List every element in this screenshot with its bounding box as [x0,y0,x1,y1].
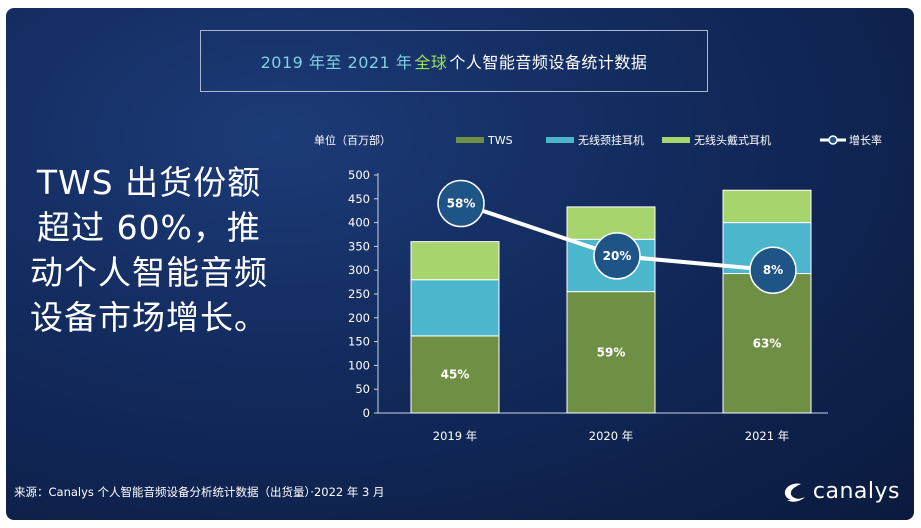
headline-line: 设备市场增长。 [30,298,268,337]
bar-share-label: 59% [597,345,626,359]
headline-line: 动个人智能音频 [30,253,268,292]
legend-label: 增长率 [849,133,882,147]
bar-segment [410,335,500,414]
headline: TWS 出货份额 超过 60%，推 动个人智能音频 设备市场增长。 [14,160,284,340]
bar-segment [410,279,500,337]
y-tick-label: 200 [348,311,370,325]
title-region: 全球 [414,53,448,72]
y-tick-label: 100 [348,358,370,372]
y-tick-label: 400 [348,216,370,230]
y-tick-label: 350 [348,239,370,253]
headline-line: 超过 60%，推 [37,208,261,247]
canalys-logo-text: canalys [812,479,900,504]
growth-marker [749,246,797,294]
bar-share-label: 63% [753,336,782,350]
legend-label: 无线头戴式耳机 [694,133,771,147]
canalys-logo: canalys [781,479,900,504]
legend-swatch [546,137,574,143]
y-tick-label: 250 [348,287,370,301]
x-tick-label: 2021 年 [745,429,789,443]
canalys-logo-icon [784,483,805,502]
title-years: 2019 年至 2021 年 [260,53,413,72]
bar-segment [566,291,656,414]
y-tick-label: 300 [348,263,370,277]
growth-label: 20% [603,249,632,263]
y-tick-label: 50 [355,382,370,396]
legend-label: TWS [487,134,513,147]
legend-swatch [456,137,484,143]
bar-segment [722,273,812,414]
legend-label: 无线颈挂耳机 [578,133,644,147]
bar-segment [410,241,500,281]
unit-label: 单位（百万部） [314,133,391,147]
x-tick-label: 2020 年 [589,429,633,443]
growth-marker [593,232,641,280]
growth-label: 58% [447,197,476,211]
y-tick-label: 450 [348,192,370,206]
title-subject: 个人智能音频设备统计数据 [449,53,648,72]
bar-segment [722,189,812,224]
chart-title-box: 2019 年至 2021 年 全球 个人智能音频设备统计数据 [200,30,708,92]
growth-label: 8% [763,263,783,277]
legend-growth-marker [828,135,838,145]
slide: 2019 年至 2021 年 全球 个人智能音频设备统计数据 TWS 出货份额 … [6,8,914,520]
x-tick-label: 2019 年 [433,429,477,443]
y-tick-label: 0 [363,406,370,420]
headline-line: TWS 出货份额 [36,163,262,202]
chart-area: 0 50 100 150 200 250 300 350 400 450 500 45% 2019 年 5… [314,133,882,443]
y-tick-label: 150 [348,335,370,349]
legend-swatch [662,137,690,143]
bar-share-label: 45% [441,367,470,381]
y-tick-label: 500 [348,168,370,182]
growth-marker [437,179,485,228]
source-note: 来源：Canalys 个人智能音频设备分析统计数据（出货量）·2022 年 3 … [14,485,385,499]
